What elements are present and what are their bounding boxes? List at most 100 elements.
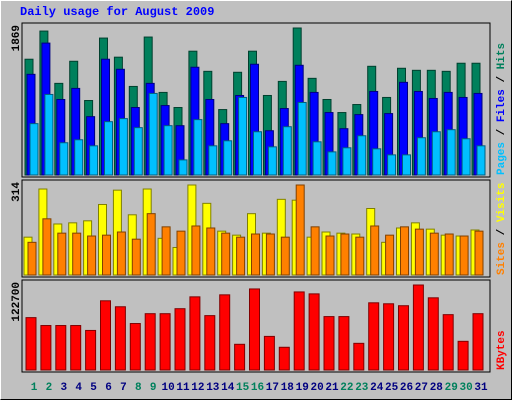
bar (414, 228, 424, 276)
bar (353, 342, 365, 371)
x-tick-label: 11 (176, 382, 190, 394)
bar (342, 147, 352, 176)
x-tick-label: 6 (105, 382, 112, 394)
bar (116, 231, 126, 276)
bar (223, 140, 233, 176)
bar (42, 218, 52, 276)
bar (278, 346, 290, 371)
bar (163, 125, 173, 176)
bar (70, 325, 82, 371)
x-tick-label: 27 (415, 382, 428, 394)
x-tick-label: 22 (340, 382, 353, 394)
x-tick-label: 20 (310, 382, 323, 394)
bar (372, 148, 382, 176)
bar (387, 154, 397, 176)
bar (461, 138, 471, 176)
y-tick-label: 122700 (11, 282, 23, 322)
bar (472, 313, 484, 371)
bar (193, 119, 203, 176)
bar (400, 226, 409, 276)
legend-separator: / (496, 122, 508, 142)
bar (25, 317, 37, 371)
x-tick-label: 25 (385, 382, 399, 394)
bar (102, 234, 111, 276)
x-tick-label: 1 (31, 382, 38, 394)
bar (253, 131, 262, 176)
bar (323, 316, 335, 371)
bar (27, 241, 37, 276)
bar (29, 123, 39, 176)
bar (87, 235, 97, 276)
x-tick-label: 17 (266, 382, 279, 394)
x-tick-label: 28 (430, 382, 444, 394)
bar (191, 225, 201, 276)
legend: KBytes (496, 330, 508, 370)
bar (236, 236, 246, 276)
bar (174, 308, 186, 371)
bar (355, 236, 365, 276)
bar (144, 313, 156, 371)
bar (457, 340, 469, 371)
bar (238, 96, 248, 176)
x-tick-label: 21 (325, 382, 339, 394)
x-tick-label: 12 (191, 382, 204, 394)
x-tick-label: 5 (90, 382, 97, 394)
legend-entry: Visits (496, 183, 508, 223)
x-tick-label: 30 (459, 382, 472, 394)
legend-entry: Files (496, 89, 508, 122)
bar (204, 315, 216, 371)
y-tick-label: 1869 (11, 25, 23, 51)
bar (148, 92, 158, 176)
bar (55, 325, 67, 371)
bar (297, 101, 307, 176)
bar (474, 230, 484, 276)
bar (159, 313, 171, 371)
legend-entry: Pages (496, 142, 508, 175)
bar (431, 131, 441, 176)
bar (444, 233, 454, 276)
x-tick-label: 13 (206, 382, 220, 394)
bar (131, 238, 141, 276)
x-tick-label: 24 (370, 382, 384, 394)
x-tick-label: 14 (221, 382, 235, 394)
bar (476, 145, 486, 176)
bar (176, 230, 186, 276)
bar (57, 232, 67, 276)
bar (338, 316, 350, 371)
bar (44, 93, 54, 176)
chart-title: Daily usage for August 2009 (20, 5, 214, 19)
x-tick-label: 23 (355, 382, 369, 394)
bar (327, 151, 337, 176)
x-tick-label: 18 (281, 382, 295, 394)
bar (104, 121, 113, 176)
legend: Pages / Files / Hits (496, 43, 508, 175)
bar (385, 234, 395, 276)
legend-separator: / (496, 222, 508, 242)
bar (442, 314, 454, 371)
bar (251, 233, 260, 276)
bar (114, 306, 126, 371)
bar (459, 235, 469, 276)
x-tick-label: 4 (75, 382, 82, 394)
bar (280, 236, 290, 276)
bar (402, 154, 411, 176)
bar (308, 293, 320, 371)
legend-separator: / (496, 69, 508, 89)
bar (295, 184, 305, 276)
bar (340, 233, 350, 276)
bar (370, 225, 380, 276)
x-tick-label: 9 (150, 382, 157, 394)
bar (412, 284, 424, 371)
legend-entry: Hits (496, 43, 508, 69)
bar (74, 139, 84, 176)
legend-entry: Sites (496, 242, 508, 275)
bar (146, 213, 156, 276)
bar (59, 142, 69, 176)
bar (206, 227, 216, 276)
bar (85, 329, 97, 371)
legend-entry: KBytes (496, 330, 508, 370)
y-tick-label: 314 (11, 182, 23, 202)
x-tick-label: 19 (296, 382, 309, 394)
bar (178, 159, 188, 176)
